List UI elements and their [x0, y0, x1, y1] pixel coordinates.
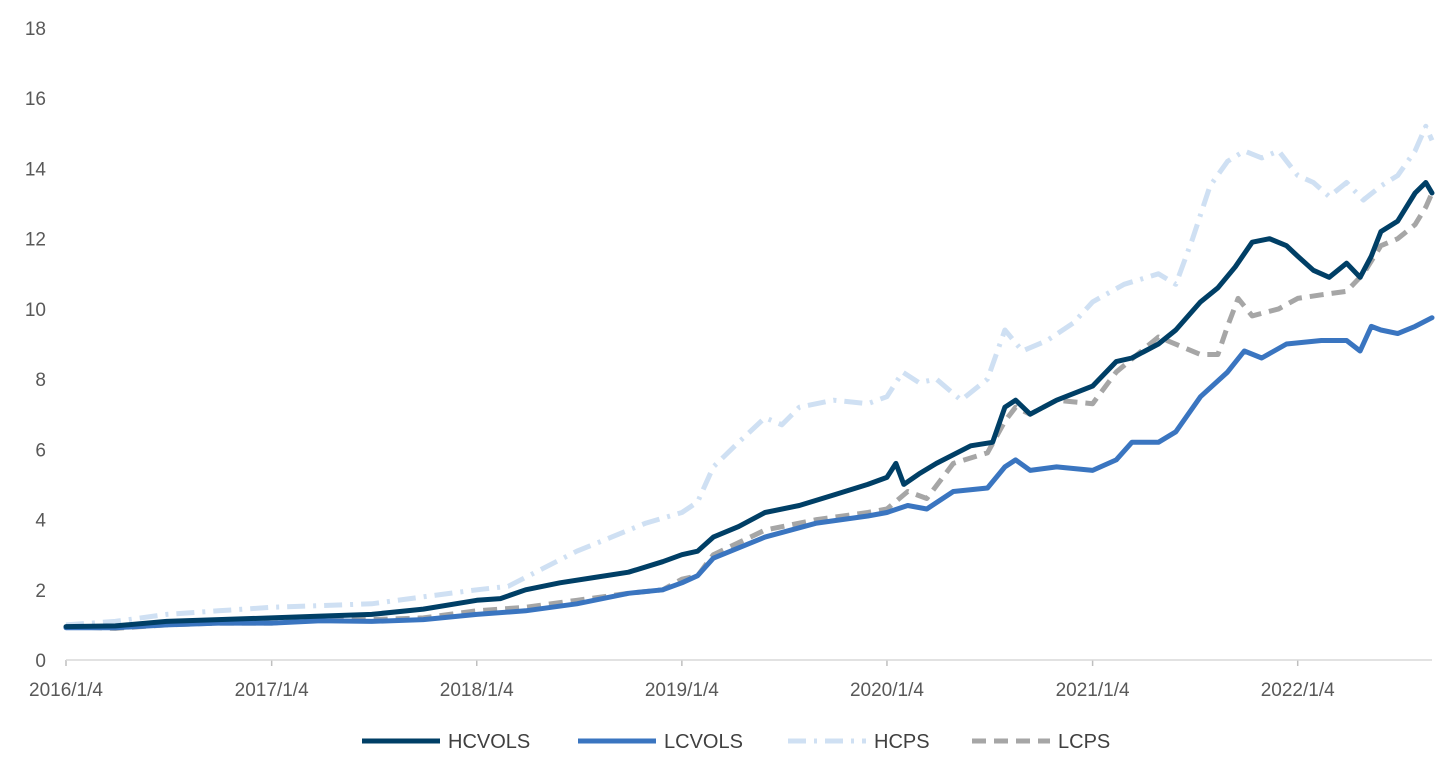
series-line-lcps [65, 191, 1435, 631]
x-tick-label: 2021/1/4 [1056, 680, 1130, 701]
y-tick-label: 6 [35, 440, 46, 461]
series-layer [63, 123, 1435, 631]
y-tick-label: 12 [25, 230, 46, 251]
series-line-lcvols [63, 315, 1435, 631]
x-tick-label: 2018/1/4 [440, 680, 514, 701]
y-tick-label: 10 [25, 300, 46, 321]
series-line-hcvols [63, 180, 1435, 630]
legend: HCVOLS LCVOLS HCPS LCPS [362, 731, 1110, 753]
x-tick-label: 2020/1/4 [850, 680, 924, 701]
x-tick-label: 2016/1/4 [29, 680, 103, 701]
legend-label-hcvols: HCVOLS [448, 731, 530, 753]
series-line-hcps [65, 123, 1435, 628]
legend-label-lcps: LCPS [1058, 731, 1110, 753]
y-tick-label: 14 [25, 159, 47, 180]
y-tick-label: 4 [35, 511, 46, 532]
y-tick-label: 8 [35, 370, 46, 391]
x-tick-label: 2017/1/4 [235, 680, 309, 701]
x-tick-label: 2022/1/4 [1261, 680, 1335, 701]
y-tick-label: 16 [25, 89, 46, 110]
y-tick-label: 0 [35, 651, 46, 672]
legend-label-hcps: HCPS [874, 731, 930, 753]
x-axis-ticks: 2016/1/4 2017/1/4 2018/1/4 2019/1/4 2020/1/4… [29, 660, 1335, 701]
x-tick-label: 2019/1/4 [645, 680, 719, 701]
y-tick-label: 18 [25, 19, 46, 40]
legend-label-lcvols: LCVOLS [664, 731, 743, 753]
y-axis-ticks: 0 2 4 6 8 10 12 14 16 18 [25, 19, 47, 672]
y-tick-label: 2 [35, 581, 46, 602]
